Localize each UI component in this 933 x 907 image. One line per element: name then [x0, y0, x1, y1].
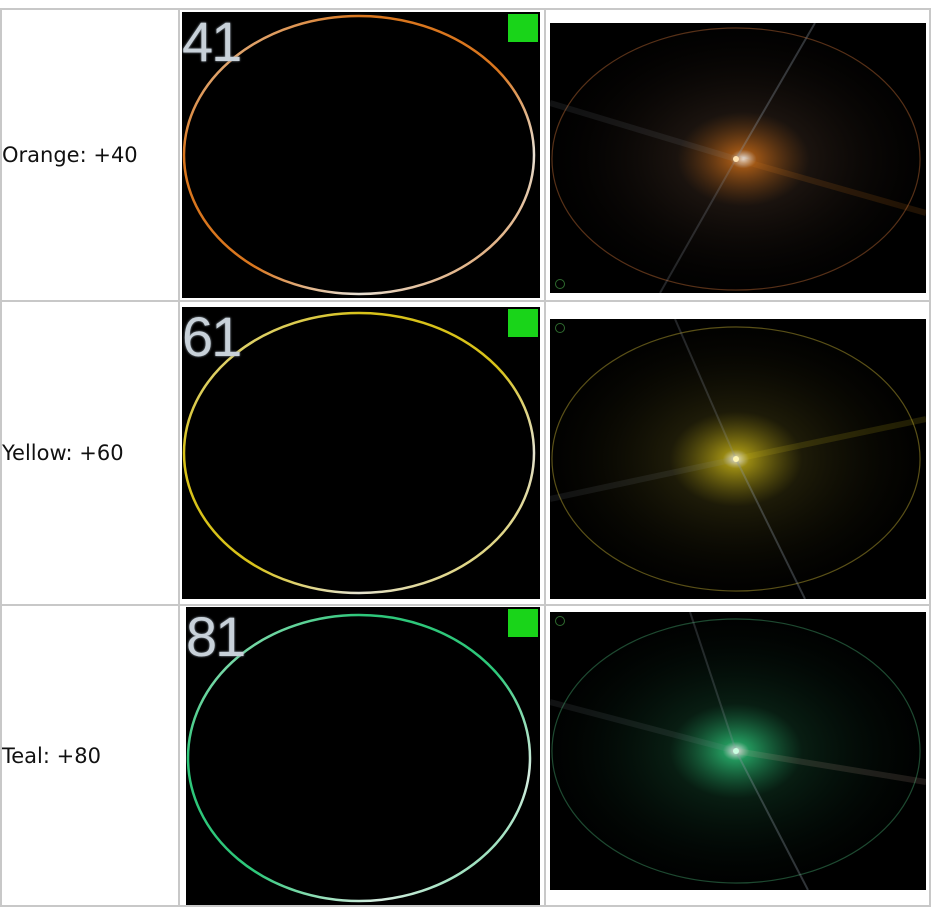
ring-ellipse-graphic	[182, 14, 536, 296]
glow-ray	[735, 23, 816, 160]
glow-core	[733, 747, 739, 754]
green-square-icon	[508, 309, 538, 337]
glow-ray	[550, 698, 737, 754]
ring-preview-screen: 41	[182, 12, 540, 298]
glow-preview-screen	[550, 611, 926, 890]
glow-ray	[689, 611, 737, 751]
comparison-table: Orange: +40 41	[0, 8, 931, 907]
table-row-yellow: Yellow: +60 61	[0, 300, 931, 606]
table-row-teal: Teal: +80 81	[0, 604, 931, 907]
ring-preview-cell: 81	[178, 604, 546, 907]
green-square-icon	[508, 609, 538, 637]
glow-ray	[735, 156, 926, 216]
ring-preview-screen: 61	[182, 307, 540, 599]
glow-ray	[735, 458, 806, 599]
glow-ray	[735, 416, 926, 462]
ring-ellipse	[182, 311, 536, 595]
table-row-orange: Orange: +40 41	[0, 8, 931, 302]
row-label-cell: Teal: +80	[0, 604, 180, 907]
glow-ray	[674, 319, 737, 460]
glow-preview-cell	[544, 8, 931, 302]
small-circle-icon	[555, 615, 565, 626]
glow-preview-screen	[550, 23, 926, 293]
ring-preview-screen: 81	[186, 607, 540, 904]
ring-number: 61	[182, 307, 242, 368]
glow-ray	[735, 750, 809, 890]
glow-preview-cell	[544, 300, 931, 606]
row-label-cell: Yellow: +60	[0, 300, 180, 606]
glow-graphic	[550, 319, 926, 599]
glow-preview-cell	[544, 604, 931, 907]
row-label-cell: Orange: +40	[0, 8, 180, 302]
ring-ellipse-graphic	[182, 311, 536, 595]
glow-graphic	[550, 23, 926, 293]
glow-core	[733, 456, 739, 462]
glow-ray	[659, 158, 737, 293]
small-circle-icon	[555, 279, 565, 289]
row-label: Teal: +80	[2, 743, 101, 768]
glow-ray	[735, 747, 926, 785]
glow-graphic	[550, 611, 926, 890]
glow-preview-screen	[550, 319, 926, 599]
row-label: Yellow: +60	[2, 441, 124, 465]
ring-number: 81	[186, 607, 246, 668]
small-circle-icon	[555, 323, 565, 333]
ring-number: 41	[182, 12, 242, 73]
row-label: Orange: +40	[2, 143, 138, 167]
green-square-icon	[508, 14, 538, 42]
glow-ray	[550, 456, 737, 502]
ring-ellipse	[182, 14, 536, 296]
glow-core	[733, 156, 739, 162]
ring-preview-cell: 61	[178, 300, 546, 606]
glow-ray	[550, 100, 737, 162]
ring-preview-cell: 41	[178, 8, 546, 302]
